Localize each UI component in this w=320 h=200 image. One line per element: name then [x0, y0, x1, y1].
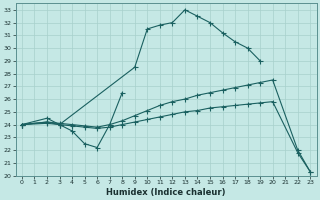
X-axis label: Humidex (Indice chaleur): Humidex (Indice chaleur): [106, 188, 226, 197]
